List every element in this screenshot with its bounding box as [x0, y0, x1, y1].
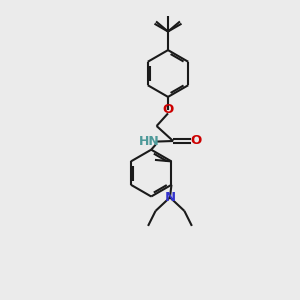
Text: O: O [162, 103, 174, 116]
Text: N: N [164, 191, 175, 204]
Text: HN: HN [139, 135, 160, 148]
Text: O: O [190, 134, 201, 148]
